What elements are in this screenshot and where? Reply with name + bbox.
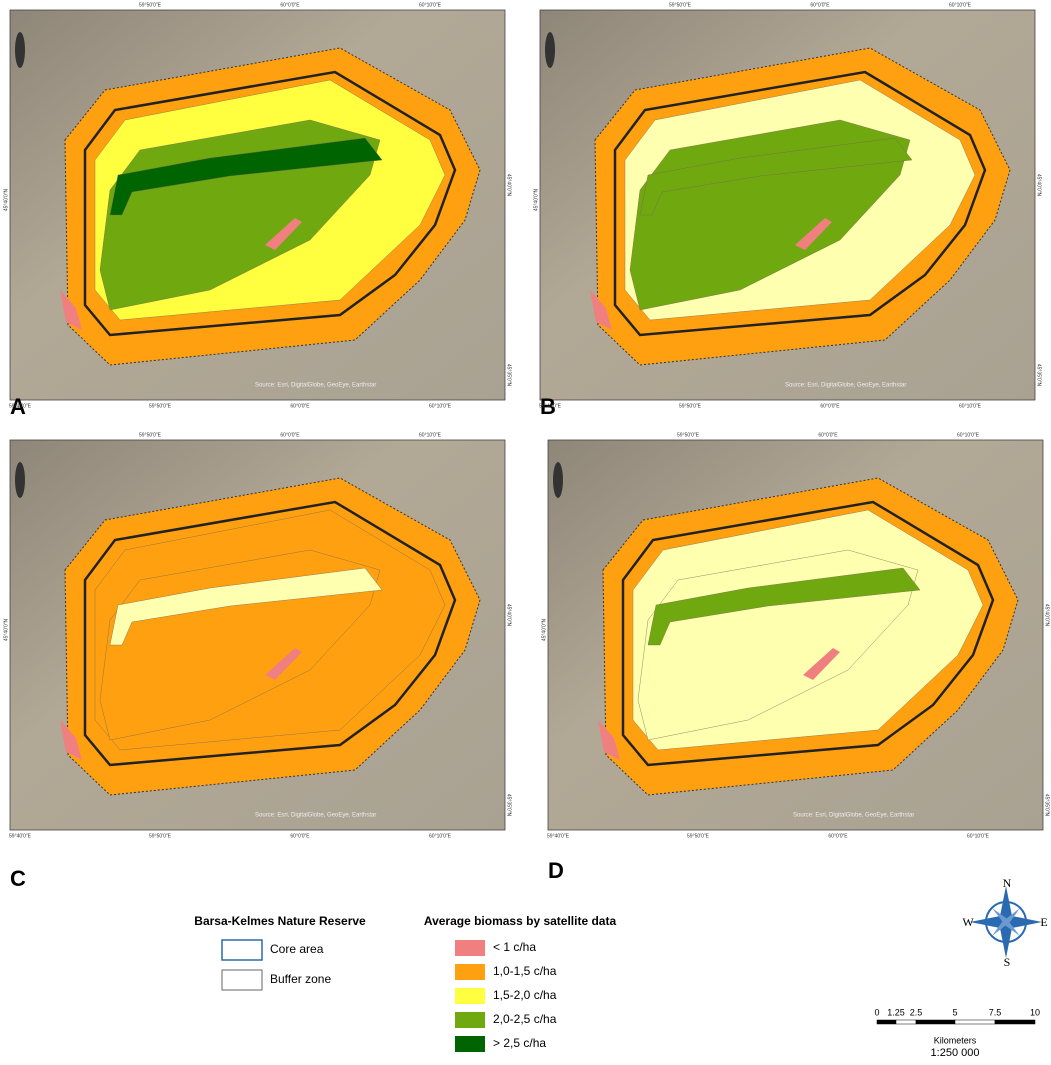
coord-label: 60°10'0"E	[429, 403, 452, 409]
coord-label: 45°40'0"N	[3, 618, 9, 641]
coord-label: 59°40'0"E	[547, 833, 570, 839]
legend-label: Buffer zone	[270, 972, 331, 986]
buffer-swatch	[222, 970, 262, 990]
coord-label: 60°10'0"E	[419, 2, 442, 8]
coord-label: 45°35'0"N	[506, 794, 512, 817]
coord-label: 59°40'0"E	[9, 403, 32, 409]
dark-spot	[15, 32, 25, 68]
dark-spot	[553, 462, 563, 498]
core-swatch	[222, 940, 262, 960]
coord-label: 45°40'0"N	[3, 188, 9, 211]
scale-segment	[916, 1020, 955, 1024]
legend-swatch	[455, 964, 485, 980]
coord-label: 45°40'0"N	[533, 188, 539, 211]
scale-segment	[995, 1020, 1035, 1024]
scale-label: 10	[1030, 1007, 1040, 1017]
map-panel: C 59°50'0"E 60°0'0"E 60°10'0"E 59°40'0"E 59°5…	[3, 432, 511, 890]
dark-spot	[545, 32, 555, 68]
coord-label: 60°0'0"E	[280, 432, 300, 438]
coord-label: 45°35'0"N	[1044, 794, 1050, 817]
coord-label: 59°50'0"E	[679, 403, 702, 409]
legend-swatch	[455, 988, 485, 1004]
scale-unit: Kilometers	[934, 1035, 977, 1045]
coord-label: 60°10'0"E	[949, 2, 972, 8]
compass-e: E	[1040, 915, 1047, 929]
legend-label: 1,5-2,0 c/ha	[493, 988, 557, 1002]
scale-label: 2.5	[910, 1007, 923, 1017]
scale-label: 1.25	[887, 1007, 905, 1017]
legend-label: 2,0-2,5 c/ha	[493, 1012, 557, 1026]
legend-label: Core area	[270, 942, 324, 956]
coord-label: 45°40'0"N	[506, 604, 512, 627]
source-credit: Source: Esri, DigitalGlobe, GeoEye, Eart…	[785, 383, 906, 389]
coord-label: 60°10'0"E	[959, 403, 982, 409]
coord-label: 45°40'0"N	[1044, 604, 1050, 627]
scale-label: 7.5	[989, 1007, 1002, 1017]
source-credit: Source: Esri, DigitalGlobe, GeoEye, Eart…	[793, 813, 914, 819]
coord-label: 59°50'0"E	[677, 432, 700, 438]
coord-label: 60°0'0"E	[290, 403, 310, 409]
coord-label: 59°40'0"E	[9, 833, 32, 839]
scale-segment	[896, 1020, 916, 1024]
scale-bar: 0 1.25 2.5 5 7.5 10	[874, 1007, 1040, 1024]
coord-label: 60°10'0"E	[429, 833, 452, 839]
coord-label: 60°10'0"E	[419, 432, 442, 438]
coord-label: 60°0'0"E	[820, 403, 840, 409]
coord-label: 60°0'0"E	[810, 2, 830, 8]
compass-s: S	[1004, 955, 1011, 969]
scale-segment	[955, 1020, 995, 1024]
coord-label: 59°50'0"E	[149, 833, 172, 839]
coord-label: 45°40'0"N	[506, 174, 512, 197]
coord-label: 59°50'0"E	[149, 403, 172, 409]
legend-label: > 2,5 c/ha	[493, 1036, 546, 1050]
legend-swatch	[455, 940, 485, 956]
scale-segment	[877, 1020, 896, 1024]
coord-label: 59°50'0"E	[669, 2, 692, 8]
dark-spot	[15, 462, 25, 498]
panel-label: D	[548, 858, 564, 883]
compass-n: N	[1003, 876, 1012, 890]
source-credit: Source: Esri, DigitalGlobe, GeoEye, Eart…	[255, 813, 376, 819]
compass-w: W	[962, 915, 974, 929]
coord-label: 60°0'0"E	[290, 833, 310, 839]
scale-label: 0	[874, 1007, 879, 1017]
coord-label: 60°0'0"E	[828, 833, 848, 839]
legend-swatch	[455, 1012, 485, 1028]
coord-label: 59°40'0"E	[539, 403, 562, 409]
figure: A59°50'0"E60°0'0"E60°10'0"E59°40'0"E59°5…	[0, 0, 1051, 1060]
scale-label: 5	[952, 1007, 957, 1017]
coord-label: 60°10'0"E	[967, 833, 990, 839]
coord-label: 59°50'0"E	[139, 432, 162, 438]
legend-title: Average biomass by satellite data	[424, 914, 617, 928]
coord-label: 59°50'0"E	[687, 833, 710, 839]
legend-swatch	[455, 1036, 485, 1052]
source-credit: Source: Esri, DigitalGlobe, GeoEye, Eart…	[255, 383, 376, 389]
scale-ratio: 1:250 000	[931, 1047, 980, 1059]
legend-label: 1,0-1,5 c/ha	[493, 964, 557, 978]
compass	[970, 886, 1042, 958]
coord-label: 45°35'0"N	[1036, 364, 1042, 387]
coord-label: 45°40'0"N	[1036, 174, 1042, 197]
map-panel: D 59°50'0"E 60°0'0"E 60°10'0"E 59°40'0"E 59°5…	[541, 432, 1049, 882]
coord-label: 60°10'0"E	[957, 432, 980, 438]
coord-label: 60°0'0"E	[818, 432, 838, 438]
legend-title: Barsa-Kelmes Nature Reserve	[194, 914, 366, 928]
coord-label: 45°40'0"N	[541, 618, 547, 641]
coord-label: 59°50'0"E	[139, 2, 162, 8]
coord-label: 60°0'0"E	[280, 2, 300, 8]
panel-label: C	[10, 866, 26, 891]
coord-label: 45°35'0"N	[506, 364, 512, 387]
legend-label: < 1 c/ha	[493, 940, 536, 954]
